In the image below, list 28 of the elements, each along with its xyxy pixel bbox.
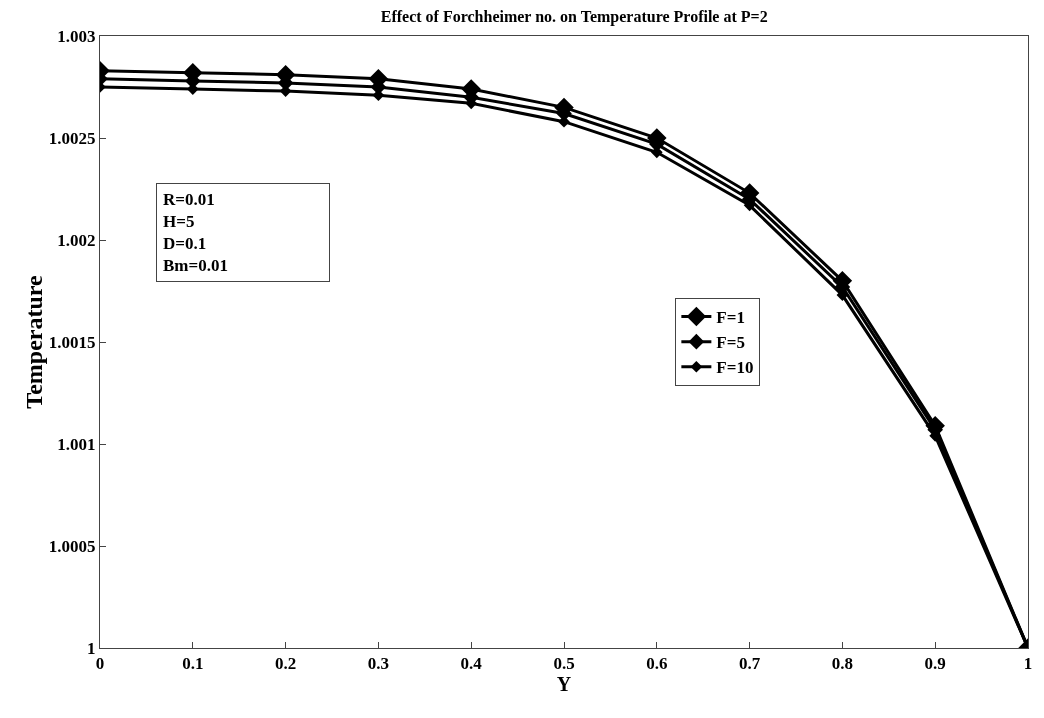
x-tick-label: 0.6 — [646, 654, 668, 674]
legend-label: F=5 — [716, 333, 745, 353]
x-axis-title: Y — [556, 673, 572, 696]
y-tick-label: 1 — [87, 638, 96, 658]
x-tick-label: 0 — [95, 654, 105, 674]
annotation: Bm=0.01 — [163, 256, 228, 276]
y-tick-label: 1.0015 — [48, 332, 96, 352]
chart-title: Effect of Forchheimer no. on Temperature Profile at P=2 — [380, 7, 768, 26]
y-tick-label: 1.0025 — [48, 128, 96, 148]
x-tick-label: 0.1 — [182, 654, 204, 674]
x-tick-label: 1 — [1023, 654, 1033, 674]
y-tick-label: 1.0005 — [48, 536, 96, 556]
legend-label: F=1 — [716, 308, 745, 328]
x-tick-label: 0.5 — [553, 654, 575, 674]
x-tick-label: 0.8 — [831, 654, 854, 674]
x-tick-label: 0.7 — [738, 654, 761, 674]
x-tick-label: 0.2 — [274, 654, 297, 674]
y-tick-label: 1.001 — [57, 434, 96, 454]
annotation: R=0.01 — [163, 190, 215, 209]
legend-label: F=10 — [716, 358, 754, 378]
annotation: D=0.1 — [163, 234, 207, 254]
y-tick-label: 1.003 — [57, 26, 96, 46]
y-tick-label: 1.002 — [57, 230, 96, 250]
x-tick-label: 0.3 — [367, 654, 390, 674]
y-axis-title: Temperature — [20, 275, 47, 409]
x-tick-label: 0.9 — [924, 654, 946, 674]
x-tick-label: 0.4 — [460, 654, 483, 674]
annotation: H=5 — [163, 212, 195, 232]
